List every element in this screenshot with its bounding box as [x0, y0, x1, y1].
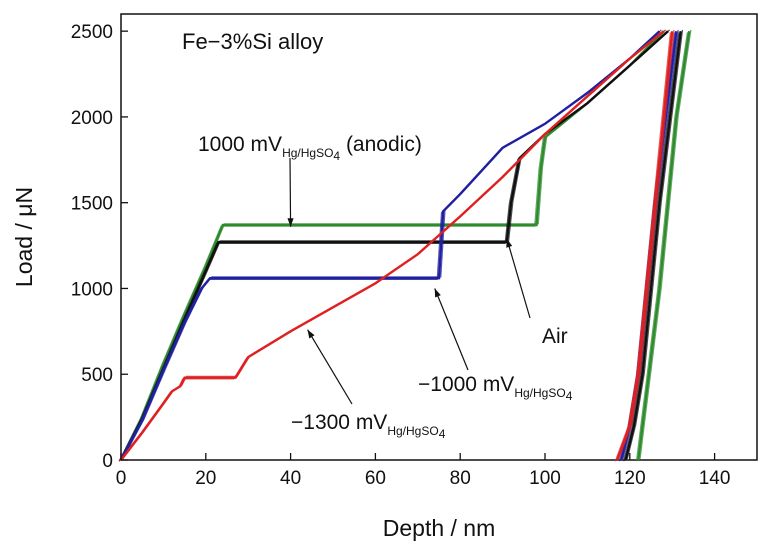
chart-title: Fe−3%Si alloy	[182, 29, 323, 54]
annotation-arrow	[307, 329, 353, 405]
x-tick-label: 100	[529, 468, 561, 489]
annotation-arrowhead	[307, 329, 315, 339]
x-tick-label: 0	[116, 468, 127, 489]
y-tick-label: 500	[81, 365, 113, 386]
series-3-loading-curve	[118, 31, 659, 462]
y-tick-label: 0	[102, 451, 113, 472]
annotation-arrowhead	[506, 238, 513, 248]
series-2-unloading-curve	[626, 29, 684, 459]
y-tick-label: 1000	[71, 279, 113, 300]
series-4-unloading-curve	[614, 32, 671, 462]
annotation-minus1300: −1300 mVHg/HgSO4	[291, 411, 446, 441]
annotation-arrowhead	[287, 218, 294, 227]
series-3-loading-curve	[119, 30, 661, 461]
series-4-loading-curve	[122, 29, 666, 460]
series-1-unloading-curve	[635, 32, 688, 462]
annotation-arrow	[506, 238, 531, 319]
y-tick-label: 2500	[71, 22, 113, 43]
series-4-unloading-curve	[615, 31, 674, 461]
annotation-layer: 1000 mVHg/HgSO4 (anodic) Air −1000 mVHg/…	[198, 133, 573, 441]
annotation-minus1000: −1000 mVHg/HgSO4	[418, 373, 573, 403]
x-tick-label: 20	[195, 468, 216, 489]
series-layer	[118, 29, 692, 462]
x-tick-label: 40	[280, 468, 301, 489]
series-1-unloading-curve	[639, 29, 692, 459]
y-axis-title: Load / μN	[11, 187, 37, 287]
annotation-arrowhead	[434, 288, 441, 298]
annotation-arrow	[434, 288, 469, 371]
y-tick-label: 2000	[71, 108, 113, 129]
annotation-air: Air	[542, 325, 568, 348]
x-tick-label: 80	[450, 468, 471, 489]
series-1-unloading-curve	[637, 31, 691, 461]
series-2-loading-curve	[119, 30, 669, 461]
series-3-loading-curve	[122, 29, 662, 460]
series-4-unloading-curve	[618, 29, 675, 460]
x-tick-label: 60	[365, 468, 386, 489]
series-2-loading-curve	[122, 29, 671, 460]
annotation-arrow	[289, 157, 292, 227]
x-tick-label: 120	[614, 468, 646, 489]
plot-frame	[120, 13, 758, 461]
y-tick-label: 1500	[71, 194, 113, 215]
x-tick-label: 140	[699, 468, 731, 489]
tick-layer: 0 20 40 60 80 100 120 140 0 500 1000 1500 2000 2500	[71, 22, 731, 489]
series-2-unloading-curve	[624, 31, 682, 461]
annotation-anodic: 1000 mVHg/HgSO4 (anodic)	[198, 133, 422, 163]
x-axis-title: Depth / nm	[383, 515, 496, 541]
series-2-unloading-curve	[623, 32, 680, 462]
